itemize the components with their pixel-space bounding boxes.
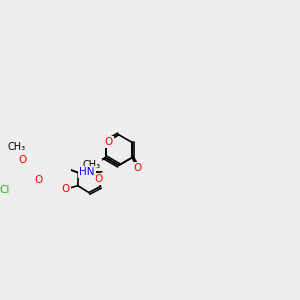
- Text: O: O: [18, 155, 26, 165]
- Text: CH₃: CH₃: [83, 160, 101, 170]
- Text: HN: HN: [79, 167, 94, 177]
- Text: O: O: [134, 163, 142, 172]
- Text: O: O: [61, 184, 70, 194]
- Text: O: O: [94, 174, 103, 184]
- Text: CH₃: CH₃: [8, 142, 26, 152]
- Text: O: O: [104, 137, 113, 147]
- Text: Cl: Cl: [0, 185, 10, 195]
- Text: O: O: [34, 175, 43, 185]
